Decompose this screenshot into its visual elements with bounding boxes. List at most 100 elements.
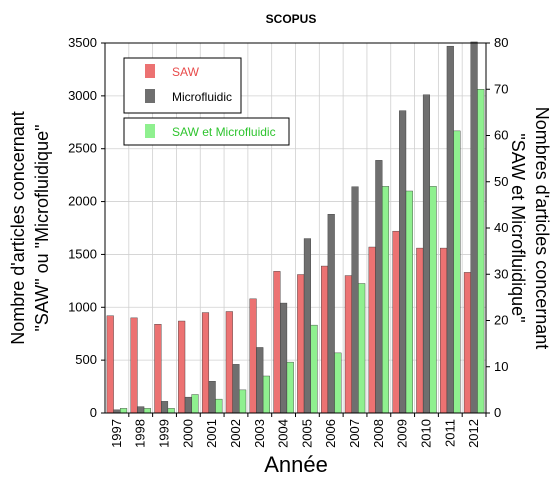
bar-microfluidic-2011 [447, 46, 454, 413]
bar-saw-2001 [202, 313, 209, 413]
y-left-tick-label: 1500 [68, 246, 97, 261]
y-left-tick-label: 0 [90, 405, 97, 420]
y-left-tick-label: 3000 [68, 88, 97, 103]
x-tick-label: 2007 [347, 419, 362, 448]
bar-saw-et-microfluidic-2001 [215, 399, 222, 413]
y-right-tick-label: 70 [494, 81, 508, 96]
y-right-tick-label: 10 [494, 359, 508, 374]
y-axis-left-label-line1: Nombre d'articles concernant [8, 111, 28, 345]
bar-saw-et-microfluidic-1999 [168, 408, 175, 413]
bar-saw-2000 [178, 321, 185, 413]
x-tick-label: 2012 [466, 419, 481, 448]
bar-microfluidic-1999 [161, 401, 168, 413]
bar-saw-1998 [131, 318, 138, 413]
bar-saw-2003 [250, 299, 257, 413]
bar-saw-et-microfluidic-2004 [287, 362, 294, 413]
bar-saw-2005 [297, 275, 304, 413]
bar-microfluidic-2008 [376, 160, 383, 413]
x-tick-label: 1998 [133, 419, 148, 448]
y-axis-right-label: Nombres d'articles concernant "SAW et Mi… [508, 107, 552, 350]
y-left-tick-label: 3500 [68, 35, 97, 50]
bar-saw-1999 [155, 324, 162, 413]
x-tick-label: 2002 [228, 419, 243, 448]
bar-saw-2002 [226, 312, 233, 413]
y-axis-right-label-line1: Nombres d'articles concernant [532, 107, 552, 350]
x-axis: 1997 1998 1999 2000 2001 2002 2003 2004 2005 2006… [109, 413, 486, 448]
y-left-tick-label: 1000 [68, 299, 97, 314]
legend-swatch-saw [145, 64, 155, 78]
bar-saw-et-microfluidic-2012 [477, 89, 484, 413]
bar-microfluidic-2001 [209, 381, 216, 413]
bar-microfluidic-2000 [185, 397, 192, 413]
bar-microfluidic-2012 [471, 42, 478, 413]
x-tick-label: 2000 [180, 419, 195, 448]
bar-saw-et-microfluidic-2011 [454, 131, 461, 413]
x-tick-label: 2001 [204, 419, 219, 448]
bar-saw-2008 [369, 247, 376, 413]
bar-microfluidic-1998 [137, 407, 144, 413]
bar-saw-2010 [416, 248, 423, 413]
x-tick-label: 2008 [371, 419, 386, 448]
x-tick-label: 1997 [109, 419, 124, 448]
bar-saw-et-microfluidic-2000 [192, 395, 199, 414]
x-tick-label: 2011 [442, 419, 457, 447]
y-right-tick-label: 80 [494, 35, 508, 50]
x-tick-label: 2009 [395, 419, 410, 448]
bar-microfluidic-2007 [352, 187, 359, 413]
x-tick-label: 2005 [299, 419, 314, 448]
bar-saw-2011 [440, 248, 447, 413]
y-right-tick-label: 50 [494, 174, 508, 189]
x-tick-label: 2004 [276, 419, 291, 448]
bar-microfluidic-2006 [328, 214, 335, 413]
y-right-tick-label: 40 [494, 220, 508, 235]
bar-microfluidic-2005 [304, 239, 311, 413]
bar-saw-2007 [345, 276, 352, 413]
bar-saw-et-microfluidic-2003 [263, 376, 270, 413]
bar-microfluidic-2010 [423, 95, 430, 413]
x-tick-label: 2010 [419, 419, 434, 448]
bar-microfluidic-2004 [280, 303, 287, 413]
y-axis-right-label-line2: "SAW et Microfluidique" [508, 133, 528, 322]
bar-saw-2006 [321, 266, 328, 413]
bar-saw-et-microfluidic-2002 [239, 390, 246, 413]
legend-label-saw-et-microfluidic: SAW et Microfluidic [172, 125, 276, 139]
y-right-tick-label: 20 [494, 313, 508, 328]
bar-saw-2012 [464, 272, 471, 413]
bar-saw-et-microfluidic-2010 [430, 186, 437, 413]
bar-saw-2004 [274, 271, 281, 413]
legend-label-saw: SAW [172, 65, 200, 79]
bar-microfluidic-2002 [233, 364, 240, 413]
y-axis-right: 0 10 20 30 40 50 60 70 80 [486, 35, 508, 420]
y-axis-left: 0 500 1000 1500 2000 2500 3000 3500 [68, 35, 105, 420]
bar-saw-1997 [107, 316, 114, 413]
y-axis-left-label-line2: "SAW" ou "Microfluidique" [32, 125, 52, 332]
y-right-tick-label: 60 [494, 128, 508, 143]
bar-saw-et-microfluidic-1997 [120, 408, 127, 413]
y-axis-left-label: Nombre d'articles concernant "SAW" ou "M… [8, 111, 52, 345]
bar-saw-et-microfluidic-2008 [382, 186, 389, 413]
bar-saw-et-microfluidic-2005 [311, 325, 318, 413]
bar-saw-et-microfluidic-2006 [335, 353, 342, 413]
bar-microfluidic-2003 [256, 347, 263, 413]
y-right-tick-label: 30 [494, 266, 508, 281]
bar-saw-et-microfluidic-1998 [144, 408, 151, 413]
bar-microfluidic-2009 [399, 111, 406, 413]
y-left-tick-label: 2000 [68, 194, 97, 209]
legend-swatch-saw-et-microfluidic [145, 124, 155, 138]
legend-box-1: SAW Microfluidic [124, 58, 241, 113]
y-right-tick-label: 0 [494, 405, 501, 420]
y-left-tick-label: 2500 [68, 141, 97, 156]
y-left-tick-label: 500 [75, 352, 97, 367]
x-tick-label: 2003 [252, 419, 267, 448]
bar-saw-2009 [393, 231, 400, 413]
x-tick-label: 1999 [157, 419, 172, 448]
x-tick-label: 2006 [323, 419, 338, 448]
x-axis-label: Année [264, 452, 328, 477]
chart-title: SCOPUS [266, 12, 317, 26]
legend-swatch-microfluidic [145, 89, 155, 103]
bar-saw-et-microfluidic-2007 [358, 284, 365, 414]
legend-label-microfluidic: Microfluidic [172, 90, 232, 104]
legend-box-2: SAW et Microfluidic [124, 118, 289, 145]
bar-saw-et-microfluidic-2009 [406, 191, 413, 413]
